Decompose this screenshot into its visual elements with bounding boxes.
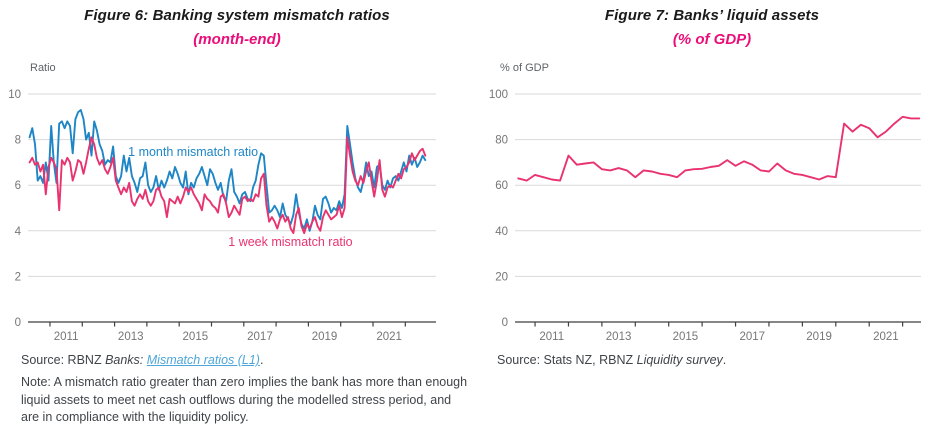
y-tick-label: 100	[489, 89, 508, 101]
y-tick-label: 60	[495, 180, 508, 192]
x-tick-label: 2019	[806, 331, 832, 343]
x-tick-label: 2021	[873, 331, 899, 343]
mismatch-ratios-link[interactable]: Mismatch ratios (L1)	[146, 353, 260, 367]
figure-6-title: Figure 6: Banking system mismatch ratios	[84, 7, 390, 24]
figure-6-source: Source: RBNZ Banks: Mismatch ratios (L1)…	[21, 352, 263, 369]
figure-6-subtitle: (month-end)	[193, 31, 281, 48]
y-tick-label: 40	[495, 226, 508, 238]
figure-7-y-axis-unit: % of GDP	[500, 62, 549, 74]
series-label: 1 month mismatch ratio	[128, 145, 258, 159]
figure-6-source-prefix: Source: RBNZ	[21, 353, 106, 367]
figure-6-note: Note: A mismatch ratio greater than zero…	[21, 375, 468, 424]
y-tick-label: 4	[15, 226, 22, 238]
x-tick-label: 2013	[606, 331, 632, 343]
x-tick-label: 2015	[183, 331, 209, 343]
liquid-assets-chart: 0 20 40 60 80 100 2011 2013 2015 2017 2019 2021	[489, 89, 921, 343]
y-tick-label: 8	[15, 135, 21, 147]
figure-6-y-axis-unit: Ratio	[30, 62, 56, 74]
y-tick-label: 10	[8, 89, 21, 101]
x-tick-label: 2019	[312, 331, 338, 343]
figure-7-source: Source: Stats NZ, RBNZ Liquidity survey.	[497, 352, 726, 369]
1-week-mismatch-ratio-line	[28, 136, 427, 235]
x-tick-label: 2017	[739, 331, 765, 343]
banks-liquid-assets-of-gdp--line	[517, 115, 921, 182]
y-tick-label: 0	[15, 317, 21, 329]
x-tick-label: 2013	[118, 331, 144, 343]
mismatch-ratios-chart: 0 2 4 6 8 10 2011 2013 2015 2017 2019 2021 1 month m…	[8, 89, 436, 343]
y-tick-label: 6	[15, 180, 21, 192]
figure-7-panel: Figure 7: Banks’ liquid assets (% of GDP…	[475, 0, 949, 444]
figure-7-subtitle: (% of GDP)	[672, 31, 752, 48]
figure-6-source-series-name: Banks:	[105, 353, 147, 367]
y-tick-label: 80	[495, 135, 508, 147]
x-tick-label: 2011	[54, 331, 79, 343]
x-tick-label: 2015	[673, 331, 699, 343]
x-tick-label: 2011	[539, 331, 564, 343]
y-tick-label: 2	[15, 271, 21, 283]
y-tick-label: 0	[502, 317, 508, 329]
figure-7-source-series-name: Liquidity survey	[636, 353, 723, 367]
figure-7-source-prefix: Source: Stats NZ, RBNZ	[497, 353, 637, 367]
y-tick-label: 20	[495, 271, 508, 283]
1-month-mismatch-ratio-line	[28, 109, 427, 232]
figure-7-source-suffix: .	[722, 353, 727, 367]
series-label: 1 week mismatch ratio	[228, 235, 352, 249]
figure-6-panel: Figure 6: Banking system mismatch ratios…	[0, 0, 474, 444]
x-tick-label: 2017	[247, 331, 273, 343]
x-tick-label: 2021	[376, 331, 402, 343]
figure-7-title: Figure 7: Banks’ liquid assets	[604, 7, 820, 24]
figure-6-source-suffix: .	[259, 353, 264, 367]
